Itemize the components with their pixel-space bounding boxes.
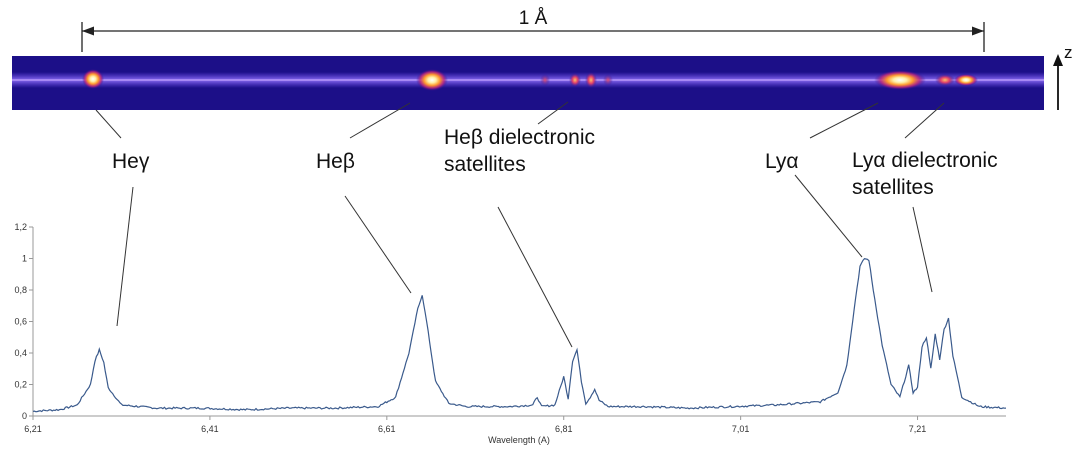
y-tick-label: 0,8 — [14, 285, 27, 295]
hey-label-text: Heγ — [112, 150, 150, 173]
y-tick-label: 0,6 — [14, 317, 27, 327]
lya-satellite-spot — [954, 74, 978, 86]
heb-satellite-spot — [540, 74, 550, 86]
lya-label-text: Lyα — [765, 150, 799, 173]
x-tick-label: 6,21 — [24, 424, 42, 434]
heb-satellite-spot — [585, 72, 597, 88]
heb-label-text: Heβ — [316, 150, 355, 173]
hey-spot — [82, 69, 104, 89]
x-tick-label: 6,81 — [555, 424, 573, 434]
y-tick-label: 1 — [22, 254, 27, 264]
heb-label: Heβ — [316, 148, 355, 175]
heb-satellites-line1: Heβ dielectronic — [444, 126, 595, 149]
spectrum-line — [32, 258, 1007, 413]
x-axis-label: Wavelength (A) — [488, 435, 550, 445]
heb-spot — [416, 69, 448, 91]
upper-leader-lines — [95, 101, 945, 139]
x-tick-label: 6,61 — [378, 424, 396, 434]
x-tick-label: 6,41 — [201, 424, 219, 434]
heb-satellites-line2: satellites — [444, 153, 526, 176]
scale-bar-label: 1 Å — [519, 8, 548, 29]
z-axis-label: z — [1064, 43, 1073, 62]
scale-bar: 1 Å — [81, 8, 985, 52]
hey-label: Heγ — [112, 148, 149, 175]
lya-spot — [874, 70, 926, 90]
x-tick-label: 7,01 — [732, 424, 750, 434]
heb-satellites-label: Heβ dielectronic satellites — [444, 124, 595, 178]
lower-leader-lines — [116, 174, 933, 348]
plot-area: 0 0,2 0,4 0,6 0,8 1 1,2 6,21 6,41 6,61 6,81 7,01 7,… — [14, 222, 1007, 445]
detector-image — [12, 56, 1044, 110]
y-tick-label: 0,2 — [14, 380, 27, 390]
lya-satellites-line2: satellites — [852, 176, 934, 199]
z-axis-arrow: z — [1053, 43, 1073, 110]
heb-satellite-spot — [569, 73, 581, 87]
heb-satellite-spot — [603, 74, 613, 86]
lya-satellites-line1: Lyα dielectronic — [852, 149, 998, 172]
lya-label: Lyα — [765, 148, 799, 175]
x-tick-label: 7,21 — [909, 424, 927, 434]
y-tick-label: 0,4 — [14, 348, 27, 358]
y-tick-label: 1,2 — [14, 222, 27, 232]
lya-satellites-label: Lyα dielectronic satellites — [852, 147, 998, 201]
y-tick-label: 0 — [22, 411, 27, 421]
lya-satellite-spot — [935, 74, 955, 86]
